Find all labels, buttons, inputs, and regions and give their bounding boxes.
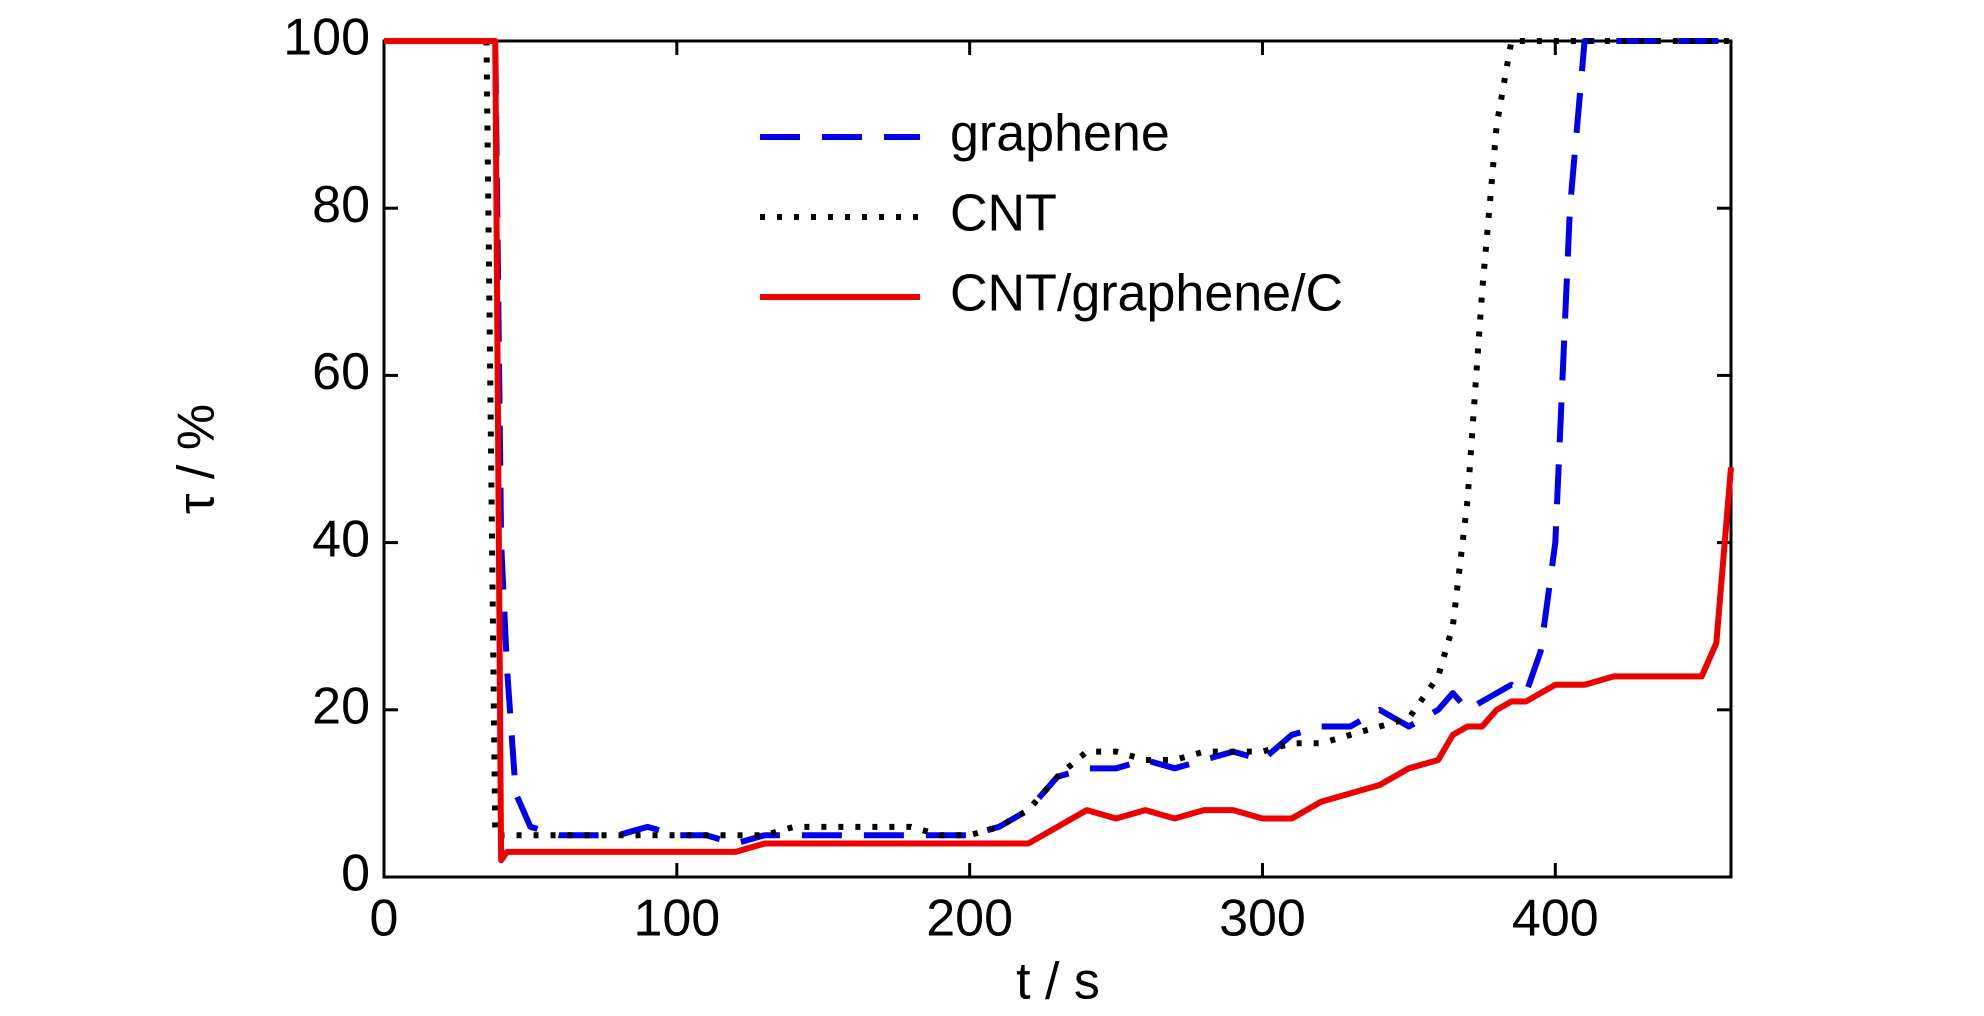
plot-frame [382, 39, 1733, 879]
series-line [384, 38, 1731, 847]
y-tick-label: 80 [312, 176, 370, 234]
x-tick-label: 200 [926, 890, 1013, 948]
legend-label: graphene [950, 105, 1170, 163]
y-tick-label: 100 [283, 9, 370, 67]
x-tick-label: 400 [1512, 890, 1599, 948]
y-tick-label: 0 [341, 845, 370, 903]
y-tick-label: 20 [312, 678, 370, 736]
y-axis-label: τ / % [168, 404, 226, 514]
x-tick-label: 100 [633, 890, 720, 948]
y-tick-label: 60 [312, 343, 370, 401]
series-line [384, 38, 1734, 864]
x-tick-label: 300 [1219, 890, 1306, 948]
y-tick-label: 40 [312, 510, 370, 568]
x-axis-label: t / s [1016, 953, 1100, 1011]
legend-label: CNT [950, 185, 1057, 243]
x-tick-label: 0 [370, 890, 399, 948]
legend-label: CNT/graphene/C [950, 265, 1343, 323]
